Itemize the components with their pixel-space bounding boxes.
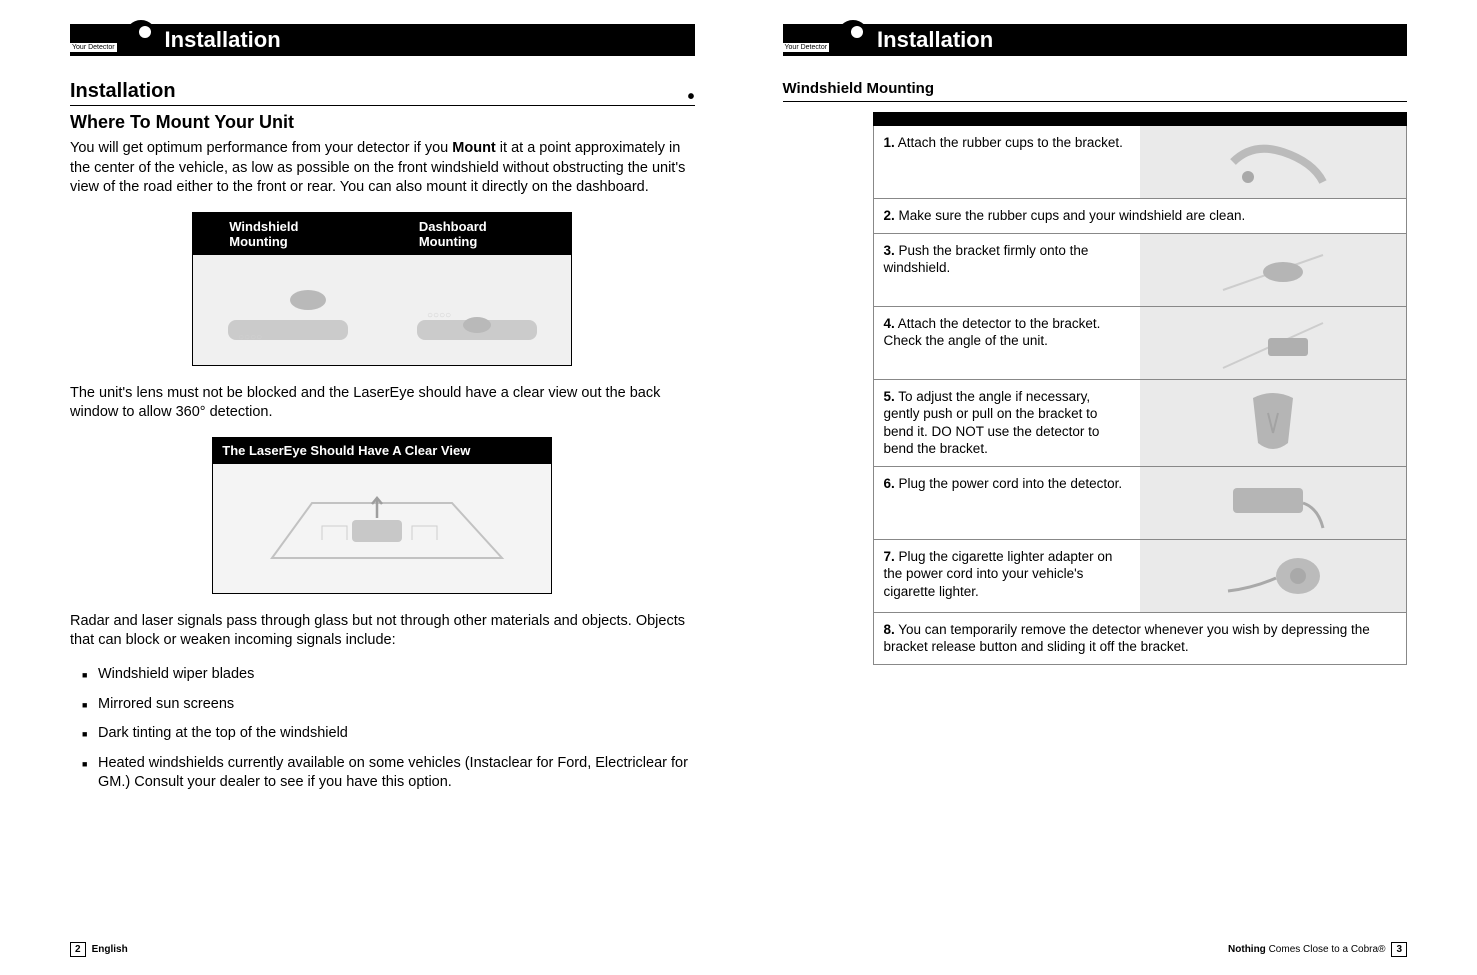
footer-right: Nothing Comes Close to a Cobra® 3 bbox=[1228, 942, 1407, 957]
step-text: 7. Plug the cigarette lighter adapter on… bbox=[874, 540, 1140, 612]
step-row-1: 1. Attach the rubber cups to the bracket… bbox=[873, 126, 1408, 199]
list-item: Heated windshields currently available o… bbox=[82, 754, 695, 793]
page-number: 3 bbox=[1391, 942, 1407, 957]
clear-view-caption: The LaserEye Should Have A Clear View bbox=[212, 437, 552, 464]
logo: Your Detector bbox=[70, 4, 159, 56]
step-row-4: 4. Attach the detector to the bracket. C… bbox=[873, 307, 1408, 380]
svg-text:○○○○: ○○○○ bbox=[427, 310, 451, 321]
svg-text:○○○○: ○○○○ bbox=[238, 332, 262, 343]
logo: Your Detector bbox=[783, 4, 872, 56]
step-text: 3. Push the bracket firmly onto the wind… bbox=[874, 234, 1140, 306]
footer-language: English bbox=[92, 944, 128, 955]
step-text: 6. Plug the power cord into the detector… bbox=[874, 467, 1140, 539]
footer-left: 2 English bbox=[70, 942, 128, 957]
step-4-illustration bbox=[1140, 307, 1406, 379]
footer-tagline: Nothing Comes Close to a Cobra® bbox=[1228, 944, 1385, 955]
mounting-table: Windshield Mounting Dashboard Mounting ○… bbox=[192, 212, 572, 366]
steps-table: 1. Attach the rubber cups to the bracket… bbox=[873, 112, 1408, 665]
dashboard-mount-illustration: ○○○○ bbox=[382, 255, 571, 365]
logo-subtext: Your Detector bbox=[783, 43, 830, 52]
lens-paragraph: The unit's lens must not be blocked and … bbox=[70, 384, 695, 423]
swoosh-icon bbox=[831, 14, 871, 56]
header-bar: Your Detector Installation bbox=[70, 24, 695, 56]
step-row-2: 2. Make sure the rubber cups and your wi… bbox=[873, 199, 1408, 234]
step-6-illustration bbox=[1140, 467, 1406, 539]
step-text: 4. Attach the detector to the bracket. C… bbox=[874, 307, 1140, 379]
intro-text-bold: Mount bbox=[452, 140, 495, 156]
step-row-7: 7. Plug the cigarette lighter adapter on… bbox=[873, 540, 1408, 613]
mount-col-1: Windshield Mounting bbox=[193, 213, 383, 255]
logo-subtext: Your Detector bbox=[70, 43, 117, 52]
subsection-heading: Where To Mount Your Unit bbox=[70, 112, 695, 133]
header-bar: Your Detector Installation bbox=[783, 24, 1408, 56]
step-1-illustration bbox=[1140, 126, 1406, 198]
header-title: Installation bbox=[165, 27, 281, 53]
step-row-8: 8. You can temporarily remove the detect… bbox=[873, 613, 1408, 665]
clear-view-illustration bbox=[212, 464, 552, 594]
step-row-5: 5. To adjust the angle if necessary, gen… bbox=[873, 380, 1408, 467]
step-row-6: 6. Plug the power cord into the detector… bbox=[873, 467, 1408, 540]
blockers-list: Windshield wiper blades Mirrored sun scr… bbox=[70, 665, 695, 793]
clear-view-figure: The LaserEye Should Have A Clear View bbox=[212, 437, 552, 594]
page-number: 2 bbox=[70, 942, 86, 957]
section-heading: Installation bbox=[70, 80, 695, 106]
intro-paragraph: You will get optimum performance from yo… bbox=[70, 139, 695, 198]
windshield-mount-illustration: ○○○○ bbox=[193, 255, 382, 365]
step-5-illustration bbox=[1140, 380, 1406, 466]
signals-paragraph: Radar and laser signals pass through gla… bbox=[70, 612, 695, 651]
right-section-heading: Windshield Mounting bbox=[783, 80, 1408, 102]
header-title: Installation bbox=[877, 27, 993, 53]
swoosh-icon bbox=[119, 14, 159, 56]
step-text: 1. Attach the rubber cups to the bracket… bbox=[874, 126, 1140, 198]
page-right: Your Detector Installation Windshield Mo… bbox=[739, 0, 1477, 975]
list-item: Mirrored sun screens bbox=[82, 695, 695, 715]
page-left: Your Detector Installation Installation … bbox=[0, 0, 739, 975]
mount-col-2: Dashboard Mounting bbox=[383, 213, 571, 255]
step-3-illustration bbox=[1140, 234, 1406, 306]
step-text: 5. To adjust the angle if necessary, gen… bbox=[874, 380, 1140, 466]
list-item: Dark tinting at the top of the windshiel… bbox=[82, 724, 695, 744]
step-row-3: 3. Push the bracket firmly onto the wind… bbox=[873, 234, 1408, 307]
list-item: Windshield wiper blades bbox=[82, 665, 695, 685]
intro-text-before: You will get optimum performance from yo… bbox=[70, 140, 452, 156]
step-7-illustration bbox=[1140, 540, 1406, 612]
